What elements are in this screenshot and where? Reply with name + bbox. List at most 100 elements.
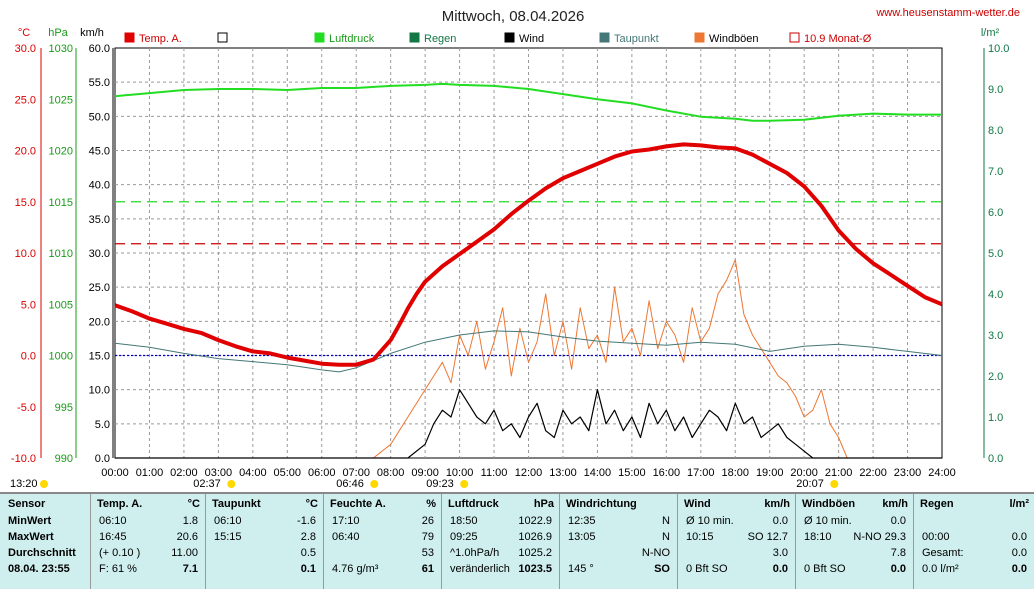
- cell-time: 15:15: [214, 531, 242, 543]
- x-tick-label: 10:00: [446, 467, 474, 479]
- cell-value: 11.00: [171, 547, 198, 559]
- cell-time: 17:10: [332, 515, 360, 527]
- column-temp: Temp. A. °C 06:10 1.8 16:45 20.6 (+ 0.10 ) 11.0…: [90, 494, 206, 589]
- column-unit: °C: [187, 498, 200, 510]
- sun-marker-label: 20:07: [796, 478, 824, 490]
- chart-legend: Temp. A. Luftdruck Regen Wind Taupunkt Windbö…: [124, 32, 872, 45]
- column-header: Luftdruck: [448, 498, 499, 510]
- cell-value: 3.0: [772, 547, 788, 559]
- cell-time: 13:05: [568, 531, 596, 543]
- cell-time: 10:15: [686, 531, 714, 543]
- x-tick-label: 07:00: [342, 467, 370, 479]
- pressure-tick-label: 1020: [49, 146, 73, 158]
- cell-time: 18:10: [804, 531, 832, 543]
- column-header: Windrichtung: [566, 498, 637, 510]
- x-tick-label: 23:00: [894, 467, 922, 479]
- x-tick-label: 05:00: [274, 467, 302, 479]
- cell-value: 1026.9: [518, 531, 552, 543]
- x-tick-label: 20:00: [790, 467, 818, 479]
- cell-value: 1022.9: [518, 515, 552, 527]
- x-tick-label: 06:00: [308, 467, 336, 479]
- row-label-sensor: Sensor: [8, 498, 46, 510]
- rain-tick-label: 4.0: [988, 289, 1003, 301]
- legend-label: Regen: [424, 33, 456, 45]
- rain-tick-label: 7.0: [988, 166, 1003, 178]
- pressure-tick-label: 1025: [49, 94, 73, 106]
- cell-time: 0 Bft SO: [686, 563, 728, 575]
- cell-value: SO 12.7: [747, 531, 788, 543]
- cell-value: SO: [654, 563, 670, 575]
- x-tick-label: 03:00: [205, 467, 233, 479]
- wind-tick-label: 10.0: [89, 385, 110, 397]
- cell-value: 1.8: [182, 515, 198, 527]
- sun-markers: 13:20 02:37 06:46 09:23 20:07: [10, 478, 839, 490]
- x-tick-label: 08:00: [377, 467, 405, 479]
- cell-time: 0.0 l/m²: [922, 563, 959, 575]
- cell-time: F: 61 %: [99, 563, 137, 575]
- legend-swatch: [599, 32, 610, 43]
- legend-swatch: [217, 32, 228, 43]
- column-unit: l/m²: [1009, 498, 1029, 510]
- sun-marker-label: 06:46: [336, 478, 364, 490]
- pressure-tick-label: 1005: [49, 299, 73, 311]
- cell-value: N-NO: [641, 547, 670, 559]
- sun-marker-label: 13:20: [10, 478, 38, 490]
- column-header: Feuchte A.: [330, 498, 386, 510]
- cell-value: 1025.2: [518, 547, 552, 559]
- column-unit: km/h: [882, 498, 908, 510]
- site-link[interactable]: www.heusenstamm-wetter.de: [875, 7, 1020, 19]
- cell-time: 06:10: [99, 515, 127, 527]
- cell-time: 145 °: [568, 563, 594, 575]
- series-line: [114, 82, 942, 122]
- wind-tick-label: 50.0: [89, 111, 110, 123]
- cell-value: N-NO 29.3: [853, 531, 906, 543]
- wind-tick-label: 45.0: [89, 146, 110, 158]
- cell-time: veränderlich: [450, 563, 510, 575]
- x-tick-label: 15:00: [618, 467, 646, 479]
- legend-label: Windböen: [709, 33, 759, 45]
- cell-value: 53: [421, 547, 434, 559]
- cell-value: 79: [421, 531, 434, 543]
- cell-value: 2.8: [300, 531, 316, 543]
- legend-swatch: [409, 32, 420, 43]
- column-press: Luftdruck hPa 18:50 1022.9 09:25 1026.9 ^1.0hP…: [441, 494, 560, 589]
- x-tick-label: 00:00: [101, 467, 129, 479]
- temp-tick-label: 5.0: [21, 299, 36, 311]
- legend-swatch: [789, 32, 800, 43]
- wind-tick-label: 60.0: [89, 43, 110, 55]
- column-unit: km/h: [764, 498, 790, 510]
- legend-swatch: [314, 32, 325, 43]
- cell-time: Ø 10 min.: [804, 515, 852, 527]
- row-label-current: 08.04. 23:55: [8, 563, 70, 575]
- cell-time: 09:25: [450, 531, 478, 543]
- column-header: Taupunkt: [212, 498, 261, 510]
- pressure-tick-label: 1000: [49, 351, 73, 363]
- series-line: [114, 330, 943, 373]
- cell-value: 26: [421, 515, 434, 527]
- pressure-tick-label: 990: [55, 453, 73, 465]
- cell-value: N: [662, 515, 670, 527]
- cell-time: 06:40: [332, 531, 360, 543]
- stats-table: Sensor MinWert MaxWert Durchschnitt 08.0…: [0, 492, 1034, 589]
- cell-value: N: [662, 531, 670, 543]
- wind-tick-label: 40.0: [89, 180, 110, 192]
- series-line: [114, 142, 943, 367]
- temp-tick-label: 30.0: [15, 43, 36, 55]
- wind-tick-label: 0.0: [95, 453, 110, 465]
- x-tick-label: 02:00: [170, 467, 198, 479]
- pressure-tick-label: 1030: [49, 43, 73, 55]
- temp-tick-label: 25.0: [15, 94, 36, 106]
- column-hum: Feuchte A.% 17:10 26 06:40 79 53 4.76 g/m³ 61: [323, 494, 442, 589]
- rain-tick-label: 5.0: [988, 248, 1003, 260]
- wind-tick-label: 20.0: [89, 316, 110, 328]
- chart-series: [114, 82, 943, 459]
- rain-tick-label: 6.0: [988, 207, 1003, 219]
- cell-time: Ø 10 min.: [686, 515, 734, 527]
- wind-tick-label: 15.0: [89, 351, 110, 363]
- legend-swatch: [504, 32, 515, 43]
- sun-marker-icon: [460, 480, 469, 488]
- column-dew: Taupunkt °C 06:10 -1.6 15:15 2.8 0.5 0.1: [205, 494, 324, 589]
- chart-title: Mittwoch, 08.04.2026: [442, 8, 585, 25]
- cell-value: 7.8: [890, 547, 906, 559]
- unit-temp: °C: [18, 27, 30, 39]
